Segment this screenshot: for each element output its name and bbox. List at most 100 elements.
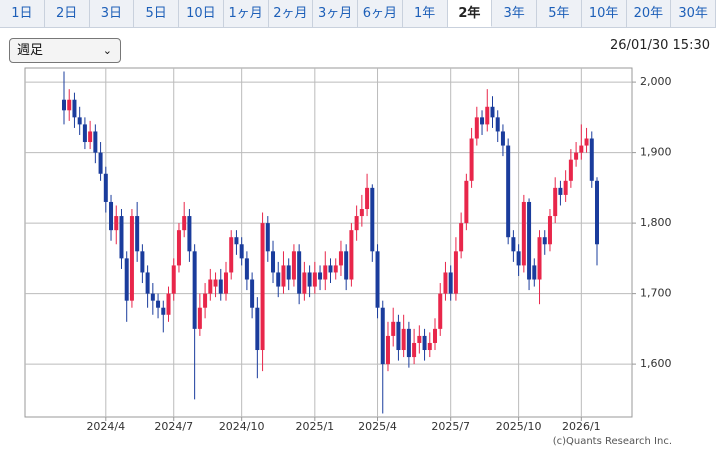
period-tab[interactable]: 2日 [45, 0, 90, 27]
candle-body [223, 272, 228, 294]
candle-body [359, 209, 364, 217]
candle-body [443, 272, 448, 294]
period-tab[interactable]: 10日 [179, 0, 224, 27]
candle-body [595, 180, 599, 245]
candle-body [265, 223, 270, 252]
candle-body [244, 258, 249, 280]
x-tick-label: 2025/4 [358, 420, 397, 433]
candle-body [93, 131, 98, 153]
candle-body [260, 223, 265, 351]
period-tab[interactable]: 3日 [90, 0, 135, 27]
candle-body [422, 335, 427, 351]
period-tab[interactable]: 5日 [134, 0, 179, 27]
candle-body [72, 99, 77, 118]
candle-body [380, 307, 385, 365]
candle-body [542, 237, 547, 245]
x-tick-label: 2025/10 [496, 420, 542, 433]
candle-body [166, 293, 171, 315]
x-tick-label: 2025/1 [295, 420, 334, 433]
period-tab[interactable]: 3年 [492, 0, 537, 27]
candle-body [385, 335, 390, 365]
candle-body [527, 201, 532, 280]
candle-body [312, 272, 317, 287]
candle-body [286, 265, 291, 280]
candle-body [323, 265, 328, 280]
candle-body [88, 131, 93, 143]
x-tick-label: 2025/7 [431, 420, 470, 433]
dropdown-label: 週足 [17, 43, 44, 58]
x-tick-label: 2024/7 [154, 420, 193, 433]
candle-body [589, 138, 594, 181]
period-tab[interactable]: 3ヶ月 [313, 0, 358, 27]
candle-body [433, 328, 438, 343]
x-tick-label: 2024/10 [219, 420, 265, 433]
candle-body [291, 251, 296, 280]
candle-body [271, 251, 276, 273]
candle-body [506, 145, 511, 238]
candle-body [401, 328, 406, 351]
period-tab[interactable]: 2年 [447, 0, 493, 27]
candle-body [197, 307, 202, 329]
candle-body [532, 265, 537, 280]
period-tab[interactable]: 20年 [627, 0, 672, 27]
candle-body [109, 201, 114, 231]
period-tab[interactable]: 1日 [0, 0, 45, 27]
candle-body [354, 216, 359, 231]
candle-body [213, 279, 218, 287]
candle-body [140, 251, 145, 273]
period-tab[interactable]: 1ヶ月 [224, 0, 269, 27]
candle-body [302, 272, 307, 294]
candle-body [103, 173, 108, 202]
period-tab[interactable]: 6ヶ月 [358, 0, 403, 27]
candle-body [406, 328, 411, 358]
candle-body [98, 152, 103, 174]
timestamp: 26/01/30 15:30 [610, 38, 710, 53]
candle-body [145, 272, 150, 294]
x-tick-label: 2026/1 [562, 420, 601, 433]
candle-body [448, 272, 453, 294]
candle-body [229, 237, 234, 273]
candle-body [469, 138, 474, 181]
candle-body [396, 321, 401, 351]
candle-body [485, 106, 490, 125]
candle-body [203, 293, 208, 308]
candle-body [171, 265, 176, 294]
candle-body [547, 216, 552, 245]
period-tab[interactable]: 2ヶ月 [269, 0, 314, 27]
candle-body [77, 117, 82, 125]
candle-body [474, 117, 479, 139]
y-tick-label: 1,800 [640, 216, 672, 229]
candle-body [192, 251, 197, 329]
candle-body [124, 258, 129, 301]
y-tick-label: 1,600 [640, 357, 672, 370]
candle-body [375, 251, 380, 308]
candle-body [568, 159, 573, 181]
candle-body [161, 307, 166, 315]
candle-body [516, 251, 521, 266]
candle-body [208, 279, 213, 294]
candle-body [584, 138, 589, 146]
period-tab[interactable]: 5年 [537, 0, 582, 27]
interval-dropdown[interactable]: 週足 ⌄ [9, 38, 121, 63]
candle-body [453, 251, 458, 294]
period-tab[interactable]: 10年 [582, 0, 627, 27]
candle-body [276, 272, 281, 287]
credit: (c)Quants Research Inc. [553, 436, 672, 447]
candle-body [344, 251, 349, 280]
candle-body [239, 244, 244, 259]
candle-body [365, 187, 370, 210]
period-tab[interactable]: 1年 [403, 0, 448, 27]
candle-body [150, 293, 155, 301]
candle-body [490, 106, 495, 118]
candle-body [511, 237, 516, 252]
candle-body [255, 307, 260, 351]
candle-body [370, 187, 375, 252]
candle-body [391, 321, 396, 336]
candle-body [297, 251, 302, 294]
candle-body [412, 342, 417, 358]
candle-body [307, 272, 312, 287]
candle-body [82, 124, 87, 143]
candle-body [182, 216, 187, 231]
